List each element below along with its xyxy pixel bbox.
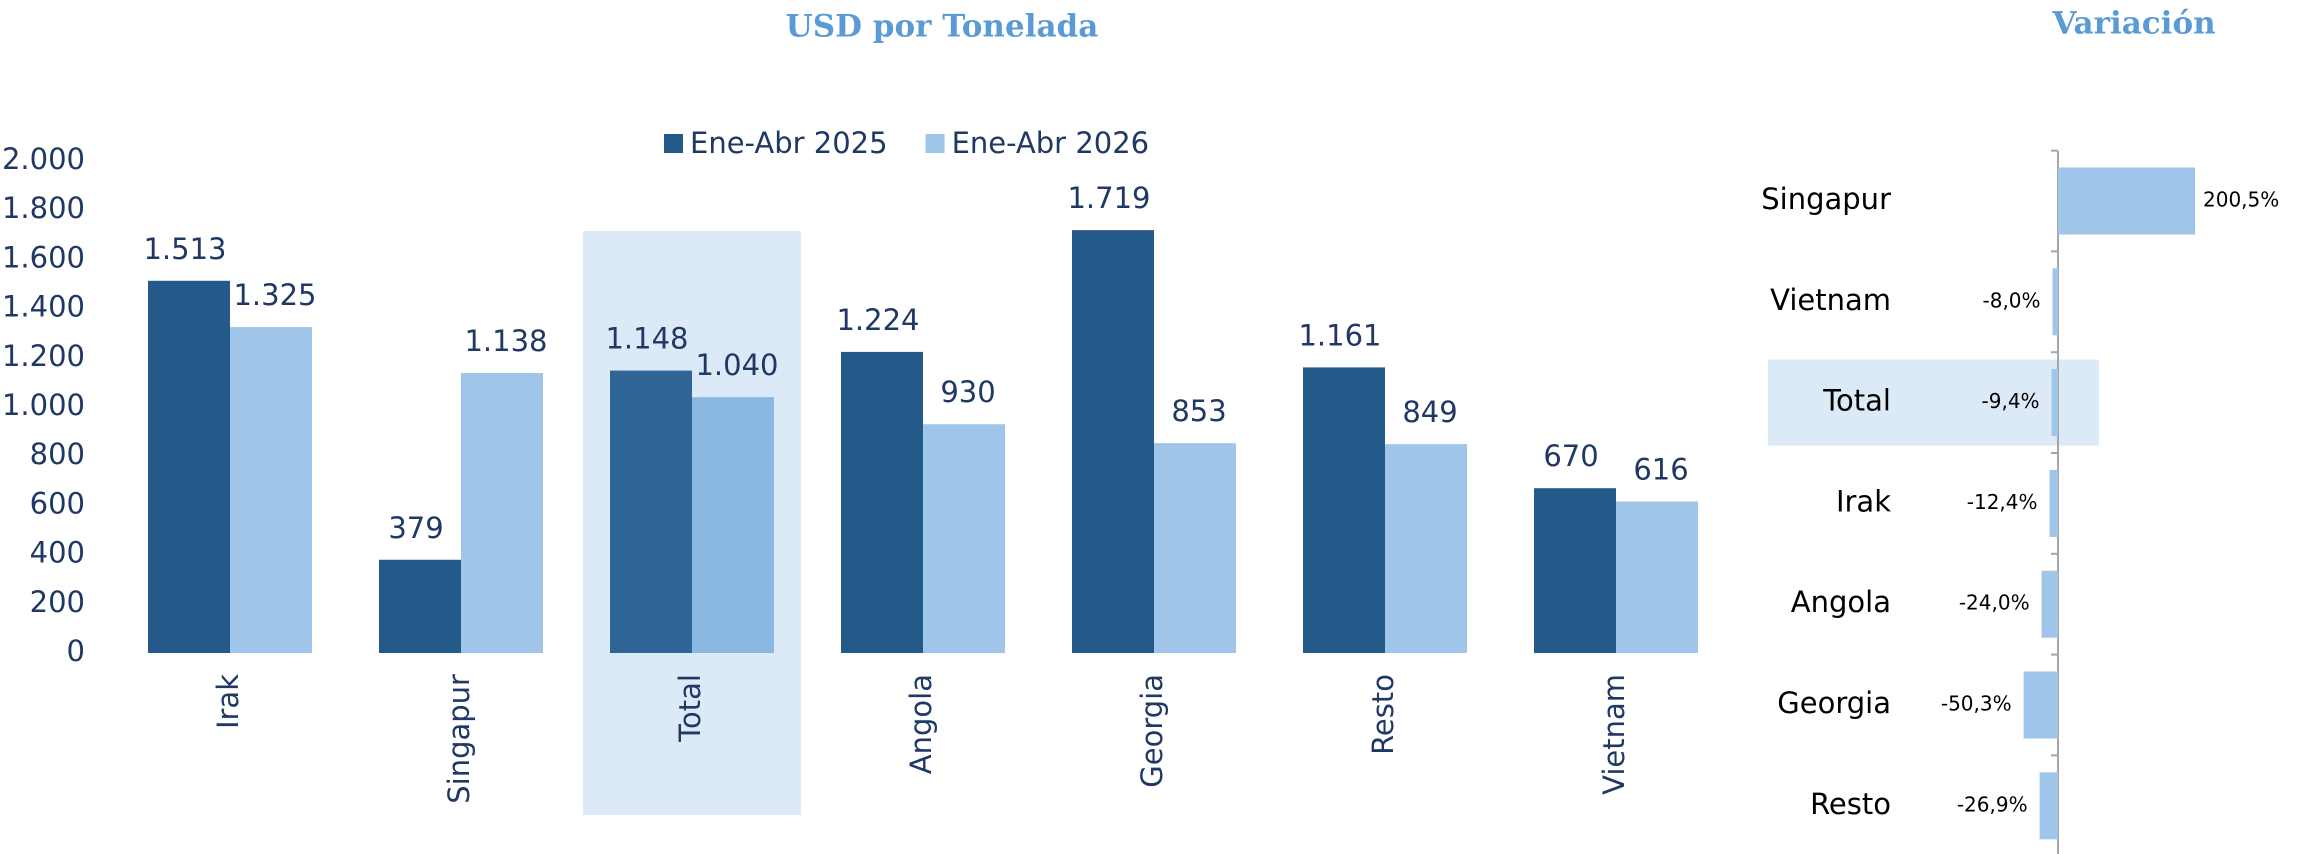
data-label: 1.325 — [233, 278, 316, 312]
bar — [2039, 772, 2058, 840]
data-label: 930 — [940, 375, 995, 409]
bar — [148, 280, 230, 653]
data-label: 616 — [1633, 452, 1688, 486]
y-tick-label: 2.000 — [2, 142, 85, 176]
data-label: -26,9% — [1957, 792, 2028, 816]
data-label: -8,0% — [1983, 288, 2041, 312]
data-label: 1.513 — [143, 232, 226, 266]
y-tick-label: 1.000 — [2, 388, 85, 422]
x-tick-label: Singapur — [442, 674, 476, 804]
legend-label: Ene-Abr 2026 — [952, 126, 1150, 160]
legend-swatch — [925, 134, 945, 153]
data-label: -12,4% — [1967, 490, 2038, 514]
data-label: 1.148 — [605, 322, 688, 356]
bar — [1385, 444, 1467, 653]
data-label: 853 — [1171, 394, 1226, 428]
y-tick-label: 600 — [30, 486, 85, 520]
x-tick-label: Georgia — [1135, 674, 1169, 788]
bar — [610, 370, 692, 653]
chart-title: USD por Tonelada — [786, 9, 1099, 45]
x-tick-label: Resto — [1366, 674, 1400, 755]
bar — [2049, 469, 2058, 537]
x-tick-label: Irak — [211, 674, 245, 729]
category-label: Georgia — [1777, 686, 1891, 720]
category-label: Angola — [1791, 585, 1891, 619]
category-label: Singapur — [1761, 182, 1891, 216]
bar — [230, 327, 312, 653]
bar — [461, 373, 543, 653]
data-label: 200,5% — [2203, 188, 2279, 212]
category-label: Irak — [1836, 484, 1891, 518]
chart-title: Variación — [2051, 6, 2215, 42]
data-label: 1.224 — [836, 303, 919, 337]
data-label: 1.040 — [695, 348, 778, 382]
data-label: 1.138 — [464, 324, 547, 358]
bar — [2051, 369, 2058, 437]
y-tick-label: 800 — [30, 437, 85, 471]
category-label: Resto — [1810, 787, 1891, 821]
category-label: Vietnam — [1770, 283, 1891, 317]
bar — [692, 397, 774, 653]
bar — [2058, 167, 2195, 235]
bar — [2041, 570, 2058, 638]
y-tick-label: 1.200 — [2, 339, 85, 373]
bar — [379, 559, 461, 653]
bar — [1534, 488, 1616, 653]
y-tick-label: 200 — [30, 585, 85, 619]
bar — [1154, 443, 1236, 653]
bar — [923, 424, 1005, 653]
legend-label: Ene-Abr 2025 — [690, 126, 888, 160]
bar — [841, 351, 923, 653]
y-tick-label: 1.400 — [2, 290, 85, 324]
legend-swatch — [664, 134, 683, 153]
data-label: 670 — [1543, 439, 1598, 473]
y-tick-label: 0 — [67, 634, 85, 668]
data-label: 1.161 — [1298, 318, 1381, 352]
bar — [2023, 671, 2058, 739]
bar — [1616, 501, 1698, 653]
x-tick-label: Angola — [904, 674, 938, 774]
bar — [2052, 268, 2058, 336]
highlight-band — [1768, 359, 2099, 446]
bar — [1072, 230, 1154, 653]
data-label: 379 — [388, 511, 443, 545]
data-label: -9,4% — [1982, 389, 2040, 413]
x-tick-label: Total — [673, 674, 707, 743]
y-tick-label: 1.600 — [2, 240, 85, 274]
x-tick-label: Vietnam — [1597, 674, 1631, 795]
y-tick-label: 400 — [30, 536, 85, 570]
data-label: -50,3% — [1941, 692, 2012, 716]
data-label: -24,0% — [1959, 591, 2030, 615]
bar — [1303, 367, 1385, 653]
y-tick-label: 1.800 — [2, 191, 85, 225]
category-label: Total — [1822, 384, 1891, 418]
data-label: 849 — [1402, 395, 1457, 429]
data-label: 1.719 — [1067, 181, 1150, 215]
